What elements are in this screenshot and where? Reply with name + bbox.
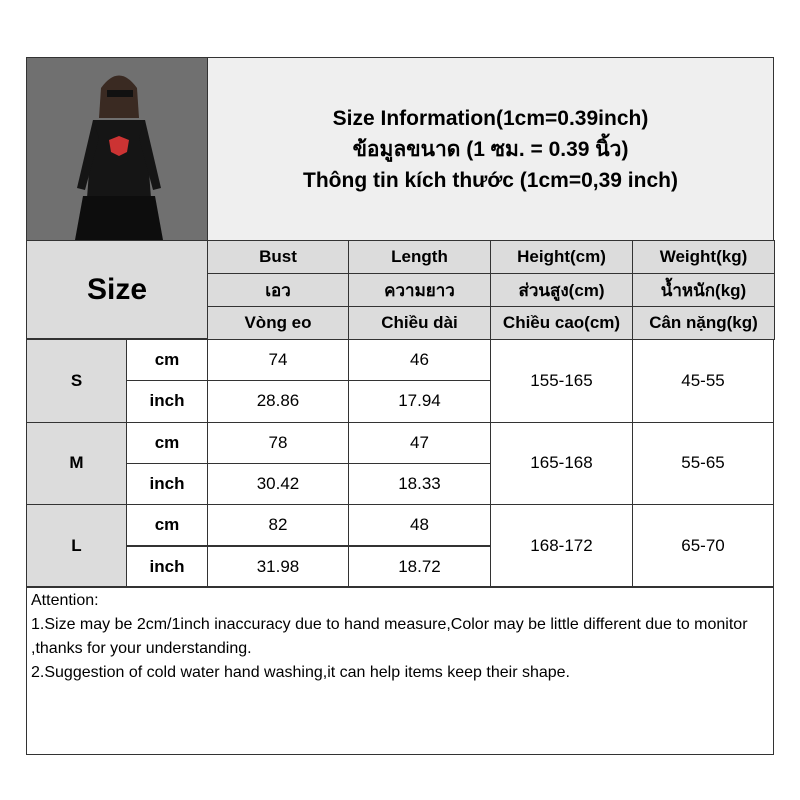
column-header: เอว [207, 273, 349, 307]
unit-label: inch [126, 462, 208, 506]
measurement-cell: 47 [348, 421, 491, 464]
measurement-cell: 30.42 [207, 462, 349, 506]
column-header: ส่วนสูง(cm) [490, 273, 633, 307]
column-header: Vòng eo [207, 306, 349, 340]
measurement-cell: 18.33 [348, 462, 491, 506]
measurement-cell: 78 [207, 421, 349, 464]
measurement-cell: 31.98 [207, 545, 349, 588]
title-thai: ข้อมูลขนาด (1 ซม. = 0.39 นิ้ว) [352, 137, 629, 161]
column-header: น้ำหนัก(kg) [632, 273, 775, 307]
unit-label: cm [126, 421, 208, 464]
measurement-cell: 18.72 [348, 545, 491, 588]
measurement-cell: 46 [348, 339, 491, 382]
measurement-cell: 82 [207, 504, 349, 547]
unit-label: cm [126, 504, 208, 547]
measurement-cell: 74 [207, 339, 349, 382]
weight-cell: 45-55 [632, 339, 774, 423]
note-1: 1.Size may be 2cm/1inch inaccuracy due t… [31, 616, 748, 657]
column-header: Length [348, 240, 491, 274]
measurement-cell: 28.86 [207, 380, 349, 423]
size-label: S [26, 339, 127, 423]
product-photo [26, 57, 208, 241]
note-2: 2.Suggestion of cold water hand washing,… [31, 664, 570, 681]
weight-cell: 55-65 [632, 421, 774, 506]
size-label: L [26, 504, 127, 588]
column-header: ความยาว [348, 273, 491, 307]
unit-label: inch [126, 380, 208, 423]
unit-label: inch [126, 545, 208, 588]
notes-heading: Attention: [31, 592, 99, 609]
weight-cell: 65-70 [632, 504, 774, 588]
column-header: Height(cm) [490, 240, 633, 274]
size-info-title: Size Information(1cm=0.39inch) ข้อมูลขนา… [207, 57, 774, 241]
column-header: Weight(kg) [632, 240, 775, 274]
measurement-cell: 48 [348, 504, 491, 547]
height-cell: 155-165 [490, 339, 633, 423]
title-english: Size Information(1cm=0.39inch) [332, 106, 649, 130]
column-header: Cân nặng(kg) [632, 306, 775, 340]
attention-notes: Attention: 1.Size may be 2cm/1inch inacc… [26, 586, 774, 755]
measurement-cell: 17.94 [348, 380, 491, 423]
column-header: Chiều cao(cm) [490, 306, 633, 340]
size-header: Size [26, 240, 208, 339]
title-vietnamese: Thông tin kích thước (1cm=0,39 inch) [303, 168, 678, 192]
unit-label: cm [126, 339, 208, 382]
height-cell: 168-172 [490, 504, 633, 588]
column-header: Chiều dài [348, 306, 491, 340]
size-label: M [26, 421, 127, 506]
model-figure-image [27, 58, 207, 240]
column-header: Bust [207, 240, 349, 274]
height-cell: 165-168 [490, 421, 633, 506]
